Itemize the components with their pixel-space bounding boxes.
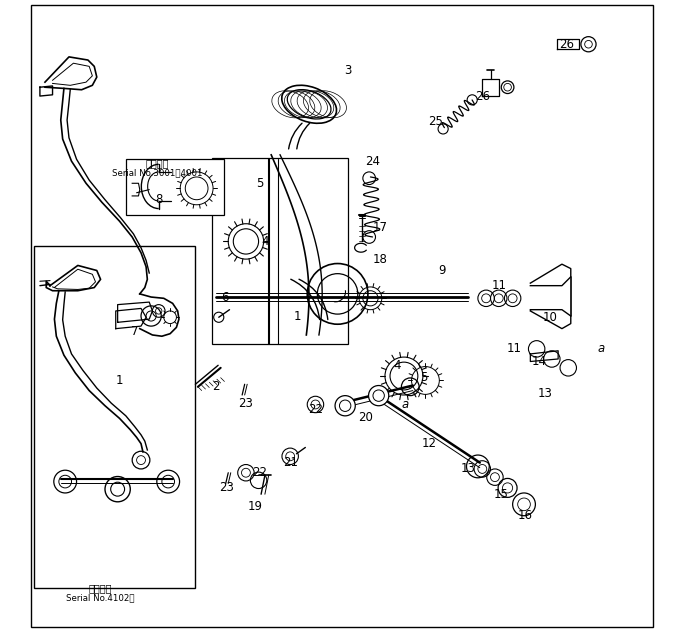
Text: 4: 4 bbox=[261, 235, 269, 248]
Text: Serial No.4102～: Serial No.4102～ bbox=[66, 593, 135, 602]
Text: 14: 14 bbox=[531, 355, 547, 368]
Text: 適用号機: 適用号機 bbox=[145, 158, 168, 168]
Bar bbox=[126, 159, 224, 215]
Text: 11: 11 bbox=[491, 279, 506, 292]
Polygon shape bbox=[45, 57, 96, 90]
Text: a: a bbox=[598, 343, 605, 355]
Text: 26: 26 bbox=[559, 38, 574, 51]
Text: 5: 5 bbox=[421, 372, 428, 384]
Text: 17: 17 bbox=[372, 221, 387, 234]
Text: 23: 23 bbox=[220, 482, 235, 494]
Polygon shape bbox=[116, 308, 146, 329]
Polygon shape bbox=[47, 265, 101, 291]
Text: 19: 19 bbox=[248, 501, 262, 513]
Polygon shape bbox=[482, 79, 499, 96]
Text: 6: 6 bbox=[222, 291, 229, 303]
Text: 8: 8 bbox=[155, 193, 162, 205]
Text: 11: 11 bbox=[506, 343, 521, 355]
Text: 23: 23 bbox=[239, 397, 253, 410]
Text: 適用号後: 適用号後 bbox=[89, 583, 112, 593]
Bar bbox=[213, 158, 348, 344]
Text: 22: 22 bbox=[252, 466, 267, 479]
Text: 15: 15 bbox=[494, 488, 509, 501]
Text: 18: 18 bbox=[373, 253, 387, 265]
Polygon shape bbox=[132, 183, 140, 196]
Text: 24: 24 bbox=[365, 155, 380, 167]
Text: 20: 20 bbox=[358, 411, 373, 423]
Text: Serial No.3001～4001: Serial No.3001～4001 bbox=[111, 169, 202, 178]
Text: 2: 2 bbox=[212, 380, 220, 393]
Text: 26: 26 bbox=[475, 90, 490, 102]
Polygon shape bbox=[530, 310, 570, 329]
Text: 3: 3 bbox=[345, 64, 352, 77]
Polygon shape bbox=[118, 302, 153, 322]
Text: 7: 7 bbox=[131, 325, 138, 338]
Polygon shape bbox=[530, 264, 570, 286]
Polygon shape bbox=[40, 86, 53, 96]
Circle shape bbox=[369, 386, 389, 406]
Text: 4: 4 bbox=[394, 359, 402, 372]
Text: 10: 10 bbox=[543, 311, 558, 324]
Text: 1: 1 bbox=[294, 310, 302, 322]
Text: 21: 21 bbox=[282, 456, 298, 469]
Polygon shape bbox=[557, 39, 579, 49]
Text: 9: 9 bbox=[438, 264, 445, 277]
Text: 13: 13 bbox=[538, 387, 553, 399]
Text: 5: 5 bbox=[256, 177, 263, 190]
Text: 12: 12 bbox=[422, 437, 436, 450]
Text: 25: 25 bbox=[428, 115, 443, 128]
Text: 22: 22 bbox=[308, 403, 323, 416]
Bar bbox=[34, 246, 195, 588]
Text: 13: 13 bbox=[461, 463, 476, 475]
Circle shape bbox=[335, 396, 355, 416]
Text: 16: 16 bbox=[518, 509, 533, 521]
Polygon shape bbox=[530, 351, 558, 362]
Text: a: a bbox=[402, 398, 409, 411]
Text: 1: 1 bbox=[116, 374, 123, 387]
